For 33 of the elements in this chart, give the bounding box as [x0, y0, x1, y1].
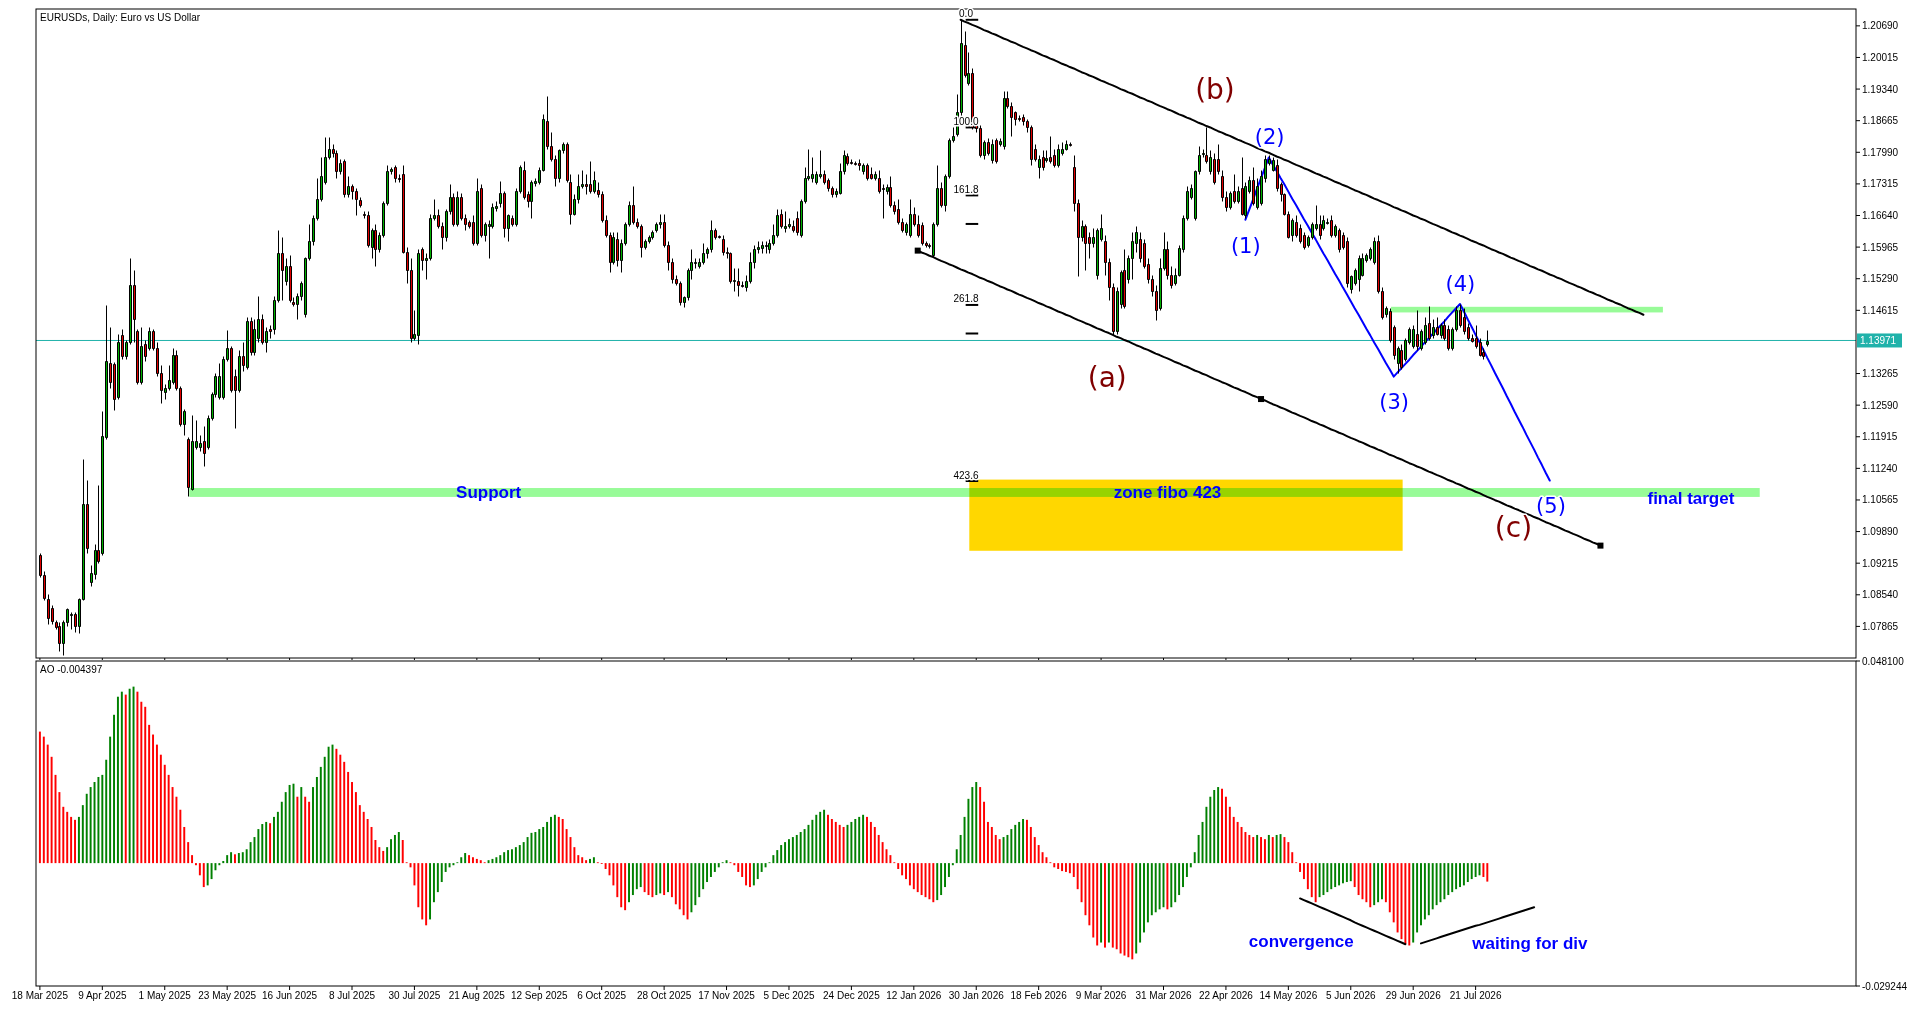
- x-tick-label: 6 Oct 2025: [577, 990, 627, 1001]
- x-tick-label: 16 Jun 2025: [262, 990, 318, 1001]
- y-tick-label: 0.048100: [1862, 655, 1905, 667]
- candlestick: [58, 622, 61, 652]
- x-tick-label: 12 Sep 2025: [510, 990, 569, 1001]
- annotation: convergence: [1248, 931, 1354, 951]
- x-tick-label: 28 Oct 2025: [636, 990, 692, 1001]
- x-tick-label: 9 Apr 2025: [78, 990, 127, 1001]
- y-tick-label: 1.07865: [1862, 620, 1899, 632]
- x-tick-label: 29 Jun 2026: [1385, 990, 1442, 1001]
- x-tick-label: 31 Mar 2026: [1135, 990, 1193, 1001]
- x-tick-label: 17 Nov 2025: [698, 990, 756, 1001]
- x-tick-label: 9 Mar 2026: [1075, 990, 1127, 1001]
- x-tick-label: 30 Jul 2025: [388, 990, 441, 1001]
- x-tick-label: 21 Aug 2025: [448, 990, 506, 1001]
- x-tick-label: 18 Feb 2026: [1010, 990, 1068, 1001]
- x-tick-label: 24 Dec 2025: [823, 990, 881, 1001]
- annotation: waiting for div: [1471, 934, 1589, 954]
- x-tick-label: 14 May 2026: [1259, 990, 1318, 1001]
- candlestick: [47, 594, 50, 625]
- x-tick-label: 18 Mar 2025: [11, 990, 69, 1001]
- x-tick-label: 22 Apr 2026: [1198, 990, 1254, 1001]
- x-tick-label: 12 Jan 2026: [886, 990, 942, 1001]
- x-tick-label: 5 Jun 2026: [1326, 990, 1376, 1001]
- chart-title: AO -0.004397: [40, 664, 103, 675]
- x-tick-label: 8 Jul 2025: [328, 990, 376, 1001]
- candlestick: [70, 612, 73, 630]
- x-tick-label: 21 Jul 2026: [1449, 990, 1502, 1001]
- x-tick-label: 30 Jan 2026: [948, 990, 1005, 1001]
- x-tick-label: 5 Dec 2025: [763, 990, 815, 1001]
- x-tick-label: 1 May 2025: [138, 990, 192, 1001]
- x-tick-label: 23 May 2025: [198, 990, 257, 1001]
- y-tick-label: -0.029244: [1862, 980, 1908, 992]
